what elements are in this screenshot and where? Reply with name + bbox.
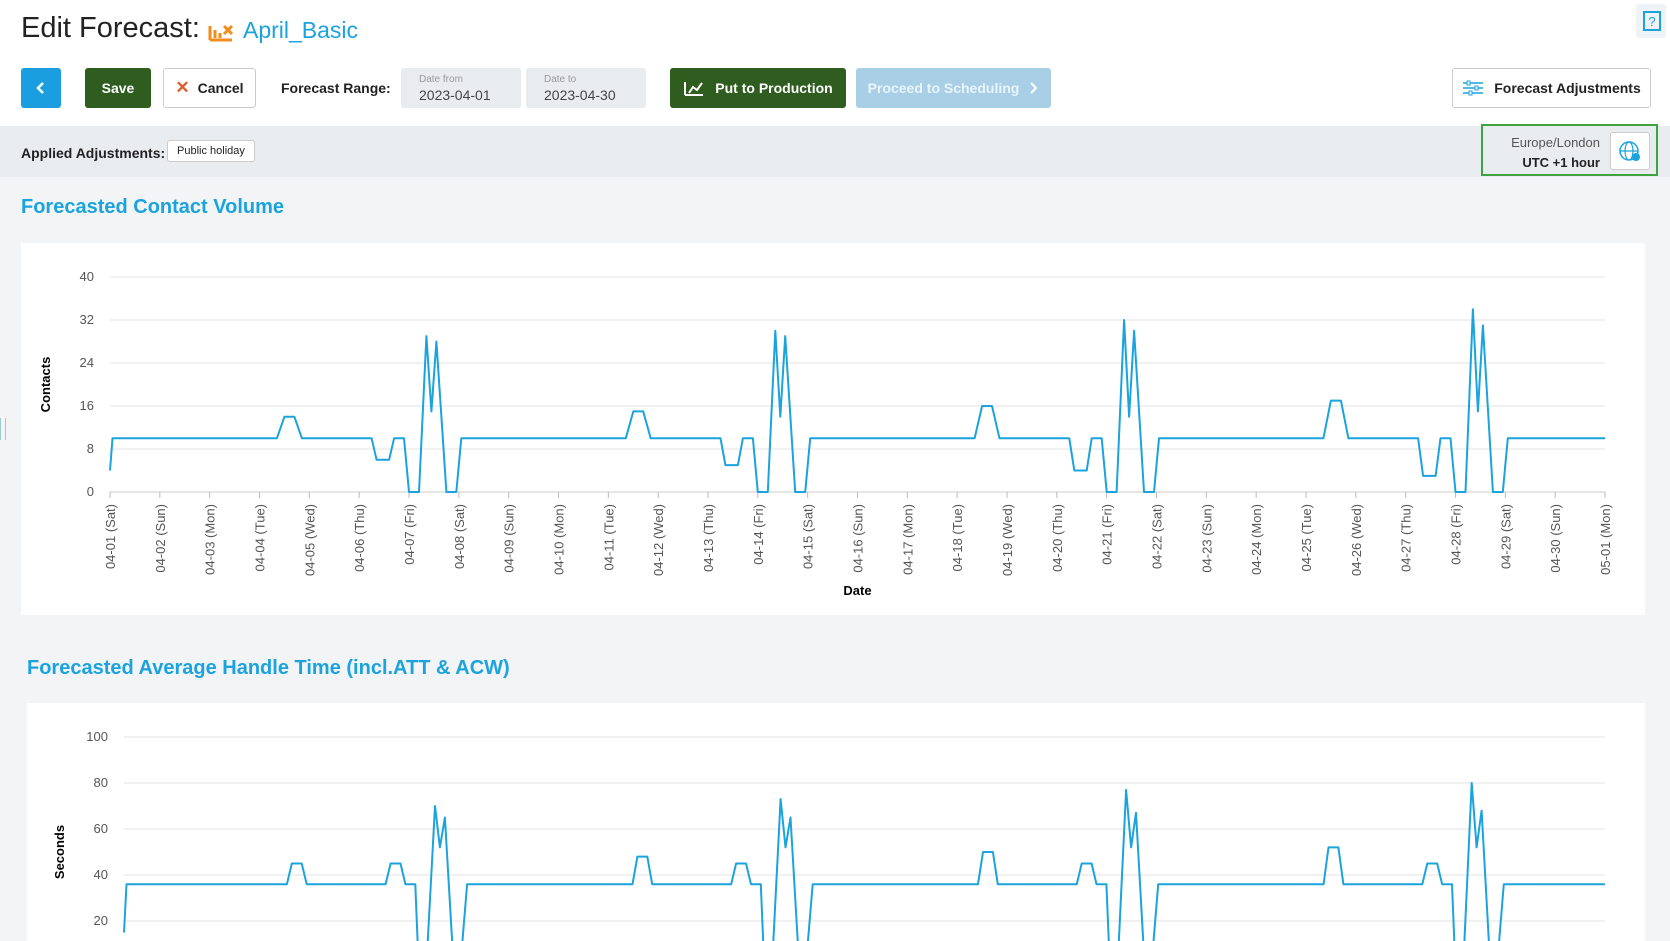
proceed-to-scheduling-button: Proceed to Scheduling: [856, 68, 1051, 108]
x-tick-label: 04-23 (Sun): [1199, 504, 1214, 573]
forecast-range-label: Forecast Range:: [281, 80, 391, 96]
chart-title: Forecasted Average Handle Time (incl.ATT…: [27, 657, 510, 680]
put-to-production-button[interactable]: Put to Production: [670, 68, 846, 108]
date-from-value: 2023-04-01: [419, 87, 521, 103]
y-tick-label: 8: [87, 441, 94, 456]
x-tick-label: 04-16 (Sun): [851, 504, 866, 573]
y-axis-label: Seconds: [52, 825, 67, 879]
forecast-adjustments-text: Forecast Adjustments: [1494, 80, 1641, 96]
x-tick-label: 04-01 (Sat): [103, 504, 118, 569]
x-tick-label: 04-20 (Thu): [1050, 504, 1065, 572]
y-tick-label: 0: [87, 484, 94, 499]
save-button[interactable]: Save: [85, 68, 151, 108]
date-from[interactable]: Date from 2023-04-01: [401, 68, 521, 108]
x-tick-label: 04-29 (Sat): [1498, 504, 1513, 569]
x-tick-label: 04-14 (Fri): [751, 504, 766, 565]
cancel-button[interactable]: ✕ Cancel: [163, 68, 256, 108]
y-tick-label: 100: [86, 729, 108, 744]
line: [110, 309, 1605, 492]
resize-handle[interactable]: [0, 418, 6, 440]
chart-title: Forecasted Contact Volume: [21, 196, 284, 219]
adjustment-tag: Public holiday: [167, 140, 255, 162]
date-to-value: 2023-04-30: [544, 87, 646, 103]
cancel-icon: ✕: [175, 78, 189, 98]
timezone-icon: [1610, 132, 1650, 170]
applied-adjustments-label: Applied Adjustments:: [21, 145, 165, 161]
x-tick-label: 04-27 (Thu): [1399, 504, 1414, 572]
x-tick-label: 04-25 (Tue): [1299, 504, 1314, 571]
help-button[interactable]: ?: [1636, 4, 1666, 38]
y-tick-label: 20: [94, 913, 108, 928]
y-tick-label: 80: [94, 775, 108, 790]
x-tick-label: 04-03 (Mon): [203, 504, 218, 575]
cancel-text: Cancel: [198, 80, 244, 96]
date-to[interactable]: Date to 2023-04-30: [526, 68, 646, 108]
chart: 20 40 60 80 100 Seconds: [27, 703, 1645, 941]
x-tick-label: 04-26 (Wed): [1349, 504, 1364, 576]
x-tick-label: 04-18 (Tue): [950, 504, 965, 571]
page-title: Edit Forecast:: [21, 12, 200, 45]
x-tick-label: 04-17 (Mon): [900, 504, 915, 575]
date-from-label: Date from: [419, 74, 521, 85]
line: [124, 783, 1605, 941]
proceed-text: Proceed to Scheduling: [868, 80, 1020, 96]
back-button[interactable]: [21, 68, 61, 108]
x-tick-label: 04-15 (Sat): [801, 504, 816, 569]
date-to-label: Date to: [544, 74, 646, 85]
timezone-zone: Europe/London: [1511, 135, 1600, 150]
x-tick-label: 04-10 (Mon): [552, 504, 567, 575]
x-tick-label: 04-28 (Fri): [1449, 504, 1464, 565]
x-tick-label: 04-08 (Sat): [452, 504, 467, 569]
adjustments-icon: [1462, 80, 1484, 96]
x-tick-label: 04-02 (Sun): [153, 504, 168, 573]
y-tick-label: 40: [80, 269, 94, 284]
forecast-adjustments-button[interactable]: Forecast Adjustments: [1452, 68, 1651, 108]
svg-text:?: ?: [1648, 14, 1655, 29]
forecast-icon: [208, 20, 234, 42]
x-tick-label: 05-01 (Mon): [1598, 504, 1613, 575]
chart: 0 8 16 24 32 40 Contacts 04-01 (Sat) 04-02 (Sun)…: [21, 243, 1645, 615]
x-tick-label: 04-05 (Wed): [302, 504, 317, 576]
y-tick-label: 16: [80, 398, 94, 413]
x-tick-label: 04-21 (Fri): [1100, 504, 1115, 565]
y-tick-label: 24: [80, 355, 94, 370]
x-tick-label: 04-12 (Wed): [651, 504, 666, 576]
put-to-production-text: Put to Production: [715, 80, 832, 96]
forecast-name[interactable]: April_Basic: [243, 17, 358, 44]
chart-panel: 20 40 60 80 100 Seconds: [27, 703, 1645, 941]
y-axis-label: Contacts: [38, 357, 53, 413]
x-tick-label: 04-07 (Fri): [402, 504, 417, 565]
x-tick-label: 04-04 (Tue): [253, 504, 268, 571]
x-tick-label: 04-30 (Sun): [1548, 504, 1563, 573]
x-tick-label: 04-09 (Sun): [502, 504, 517, 573]
x-tick-label: 04-22 (Sat): [1150, 504, 1165, 569]
x-tick-label: 04-19 (Wed): [1000, 504, 1015, 576]
production-icon: [683, 79, 705, 97]
chart-panel: 0 8 16 24 32 40 Contacts 04-01 (Sat) 04-02 (Sun)…: [21, 243, 1645, 615]
timezone-box[interactable]: Europe/London UTC +1 hour: [1481, 124, 1658, 176]
timezone-offset: UTC +1 hour: [1522, 155, 1600, 170]
x-tick-label: 04-06 (Thu): [352, 504, 367, 572]
y-tick-label: 40: [94, 867, 108, 882]
x-axis-label: Date: [843, 583, 871, 598]
y-tick-label: 60: [94, 821, 108, 836]
x-tick-label: 04-11 (Tue): [601, 504, 616, 570]
x-tick-label: 04-24 (Mon): [1249, 504, 1264, 575]
x-tick-label: 04-13 (Thu): [701, 504, 716, 572]
y-tick-label: 32: [80, 312, 94, 327]
